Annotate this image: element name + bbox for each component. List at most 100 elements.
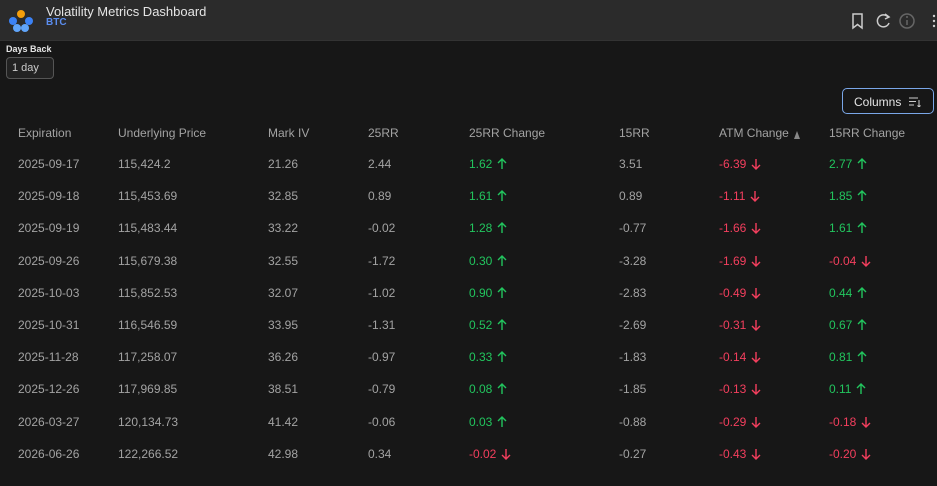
table-cell: -1.31 bbox=[368, 318, 395, 332]
table-cell: 0.11 bbox=[829, 382, 866, 396]
table-cell: -0.43 bbox=[719, 447, 761, 461]
cell-text: 25RR Change bbox=[469, 126, 546, 140]
table-cell: 0.44 bbox=[829, 286, 867, 300]
cell-text: 0.11 bbox=[829, 382, 852, 397]
table-cell: -1.02 bbox=[368, 286, 395, 300]
cell-text: 0.08 bbox=[469, 382, 493, 397]
cell-text: 0.81 bbox=[829, 350, 853, 365]
up-arrow bbox=[857, 190, 867, 202]
down-arrow bbox=[751, 416, 761, 428]
cell-text: 33.95 bbox=[268, 318, 299, 332]
toolbar-icons[interactable] bbox=[850, 12, 937, 30]
table-cell: 36.26 bbox=[268, 350, 298, 364]
days-back-select[interactable]: 1 day bbox=[6, 57, 54, 79]
cell-text: -0.79 bbox=[368, 382, 396, 397]
cell-text: 0.67 bbox=[829, 318, 853, 332]
cell-text: ATM Change bbox=[719, 126, 789, 140]
table-cell: 0.89 bbox=[619, 189, 642, 203]
cell-text: 2026-03-27 bbox=[18, 414, 80, 429]
cell-text: 115,453.69 bbox=[118, 189, 178, 204]
down-arrow bbox=[501, 448, 511, 460]
up-arrow bbox=[857, 158, 867, 169]
cell-text: 122,266.52 bbox=[118, 446, 179, 461]
cell-text: -0.29 bbox=[719, 414, 747, 429]
cell-text: 0.03 bbox=[469, 414, 493, 429]
table-cell: 117,969.85 bbox=[118, 382, 177, 396]
table-cell: 2025-09-18 bbox=[18, 189, 79, 203]
cell-text: 32.85 bbox=[268, 189, 299, 204]
table-cell: -0.29 bbox=[719, 415, 761, 429]
column-header[interactable]: Mark IV bbox=[268, 126, 309, 140]
table-cell: -0.31 bbox=[719, 318, 761, 332]
table-cell: 2.77 bbox=[829, 157, 867, 171]
column-header[interactable]: 25RR Change bbox=[469, 126, 545, 140]
cell-text: 32.55 bbox=[268, 253, 299, 268]
column-header[interactable]: 15RR bbox=[619, 126, 650, 140]
table-cell: 1.62 bbox=[469, 157, 507, 171]
cell-text: 15RR Change bbox=[829, 126, 906, 140]
table-cell: 33.22 bbox=[268, 221, 298, 235]
logo bbox=[9, 10, 33, 32]
cell-text: 116,546.59 bbox=[118, 318, 178, 332]
columns-label: Columns bbox=[854, 95, 902, 109]
table-cell: -0.49 bbox=[719, 286, 761, 300]
table-cell: -0.20 bbox=[829, 447, 871, 461]
columns-button[interactable]: Columns bbox=[842, 88, 934, 114]
cell-text: -0.02 bbox=[469, 446, 497, 461]
cell-text: 2025-10-31 bbox=[18, 318, 80, 332]
cell-text: -1.31 bbox=[368, 318, 396, 332]
up-arrow bbox=[857, 351, 867, 363]
down-arrow bbox=[861, 255, 871, 267]
column-header[interactable]: Expiration bbox=[18, 126, 71, 140]
up-arrow bbox=[497, 254, 507, 266]
table-cell: 32.85 bbox=[268, 189, 298, 203]
up-arrow bbox=[857, 286, 867, 298]
table-cell: 115,483.44 bbox=[118, 221, 177, 235]
table-cell: 21.26 bbox=[268, 157, 298, 171]
column-header[interactable]: 15RR Change bbox=[829, 126, 905, 140]
table-cell: -0.04 bbox=[829, 254, 871, 268]
table-cell: -1.85 bbox=[619, 382, 646, 396]
table-cell: 115,424.2 bbox=[118, 157, 171, 171]
table-cell: 0.90 bbox=[469, 286, 507, 300]
cell-text: 2.77 bbox=[829, 157, 853, 171]
column-header[interactable]: Underlying Price bbox=[118, 126, 206, 140]
cell-text: -1.83 bbox=[619, 350, 647, 365]
cell-text: 41.42 bbox=[268, 414, 299, 429]
cell-text: 1.61 bbox=[829, 221, 853, 236]
table-cell: 0.33 bbox=[469, 350, 507, 364]
cell-text: 2025-10-03 bbox=[18, 285, 80, 300]
table-cell: 2025-09-17 bbox=[18, 157, 79, 171]
up-arrow bbox=[497, 351, 507, 363]
cell-text: -0.27 bbox=[619, 446, 647, 461]
table-cell: 115,453.69 bbox=[118, 189, 177, 203]
table-cell: -2.83 bbox=[619, 286, 646, 300]
cell-text: 2026-06-26 bbox=[18, 446, 80, 461]
cell-text: -2.83 bbox=[619, 285, 647, 300]
cell-text: 117,258.07 bbox=[118, 350, 178, 365]
cell-text: 25RR bbox=[368, 126, 399, 140]
table-cell: 38.51 bbox=[268, 382, 298, 396]
table-cell: 2.44 bbox=[368, 157, 391, 171]
cell-text: -0.20 bbox=[829, 446, 857, 461]
column-header[interactable]: 25RR bbox=[368, 126, 399, 140]
table-cell: 0.52 bbox=[469, 318, 507, 332]
table-cell: -0.14 bbox=[719, 350, 761, 364]
cell-text: -0.77 bbox=[619, 221, 647, 236]
table-cell: 0.30 bbox=[469, 254, 507, 268]
cell-text: 0.30 bbox=[469, 253, 493, 268]
cell-text: -0.97 bbox=[368, 350, 396, 365]
table-cell: -1.69 bbox=[719, 254, 761, 268]
table-cell: 2026-06-26 bbox=[18, 447, 79, 461]
cell-text: 0.90 bbox=[469, 285, 493, 300]
column-header[interactable]: ATM Change bbox=[719, 126, 800, 140]
table-cell: 41.42 bbox=[268, 415, 298, 429]
table-cell: 1.61 bbox=[829, 221, 867, 235]
table-cell: 0.81 bbox=[829, 350, 867, 364]
cell-text: -3.28 bbox=[619, 253, 647, 268]
table-cell: -0.88 bbox=[619, 415, 646, 429]
cell-text: 0.89 bbox=[619, 189, 643, 204]
table-cell: -0.02 bbox=[368, 221, 395, 235]
table-cell: 0.89 bbox=[368, 189, 391, 203]
cell-text: 1.28 bbox=[469, 221, 493, 236]
